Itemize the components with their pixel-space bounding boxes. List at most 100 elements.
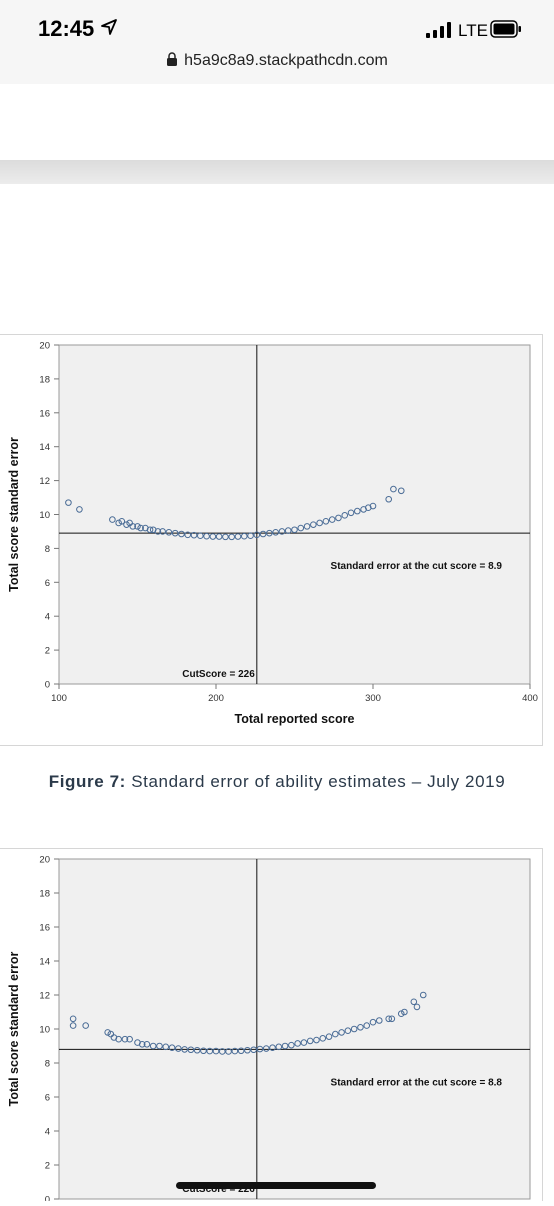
data-point bbox=[178, 530, 185, 538]
y-tick-label: 10 bbox=[39, 1025, 50, 1036]
cut-score-label: CutScore = 226 bbox=[182, 1184, 255, 1195]
data-point bbox=[397, 487, 405, 495]
data-point bbox=[335, 514, 342, 522]
y-tick-label: 18 bbox=[39, 889, 50, 900]
y-tick-label: 2 bbox=[45, 646, 50, 657]
data-point bbox=[294, 1040, 301, 1047]
data-point bbox=[134, 523, 141, 530]
data-point bbox=[369, 1018, 377, 1026]
y-tick-label: 0 bbox=[45, 1195, 50, 1202]
data-point bbox=[344, 1027, 352, 1034]
data-point bbox=[328, 516, 336, 523]
data-point bbox=[390, 485, 397, 493]
data-point bbox=[162, 1043, 170, 1051]
data-point bbox=[197, 532, 204, 539]
data-point bbox=[129, 523, 137, 530]
data-point bbox=[146, 526, 154, 534]
data-point bbox=[171, 529, 179, 537]
data-point bbox=[350, 1025, 358, 1033]
data-point bbox=[284, 527, 292, 534]
data-point bbox=[278, 528, 286, 535]
x-tick-label: 400 bbox=[522, 693, 538, 704]
x-tick-label: 300 bbox=[365, 693, 381, 704]
data-point bbox=[212, 1047, 220, 1055]
data-point bbox=[69, 1015, 77, 1023]
address-bar[interactable]: h5a9c8a9.stackpathcdn.com bbox=[0, 52, 554, 76]
data-point bbox=[262, 1045, 270, 1052]
data-point bbox=[237, 1047, 245, 1055]
battery-icon bbox=[490, 20, 521, 38]
data-point bbox=[156, 1042, 163, 1050]
data-point bbox=[275, 1043, 283, 1051]
data-point bbox=[240, 532, 248, 540]
url-text: h5a9c8a9.stackpathcdn.com bbox=[184, 52, 388, 69]
y-tick-label: 14 bbox=[39, 957, 50, 968]
data-point bbox=[322, 517, 330, 525]
data-point bbox=[225, 1048, 232, 1055]
data-point bbox=[109, 516, 116, 523]
data-point bbox=[300, 1039, 308, 1046]
y-tick-label: 8 bbox=[45, 1059, 50, 1070]
data-point bbox=[256, 1045, 264, 1053]
data-point bbox=[69, 1022, 77, 1029]
y-tick-label: 0 bbox=[45, 680, 50, 691]
y-tick-label: 2 bbox=[45, 1161, 50, 1172]
data-point bbox=[76, 506, 83, 513]
data-point bbox=[175, 1045, 182, 1052]
data-point bbox=[200, 1047, 207, 1055]
data-point bbox=[369, 502, 377, 510]
data-point bbox=[121, 1035, 129, 1043]
data-point bbox=[259, 530, 267, 538]
data-point bbox=[187, 1046, 195, 1054]
data-point bbox=[341, 512, 349, 519]
figure-title: Standard error of ability estimates – Ju… bbox=[131, 772, 506, 791]
data-point bbox=[184, 531, 192, 539]
data-point bbox=[143, 1041, 151, 1048]
data-point bbox=[401, 1008, 408, 1016]
carrier-label: LTE bbox=[458, 21, 488, 40]
plot-area bbox=[58, 858, 531, 1200]
data-point bbox=[325, 1033, 333, 1040]
se-annotation: Standard error at the cut score = 8.9 bbox=[331, 561, 503, 572]
scatter-chart-1: 0 2 4 6 8 10 12 14 16 18 20 100 200 300 400 Total repor… bbox=[7, 341, 538, 727]
data-point bbox=[303, 523, 311, 530]
figure-label: Figure 7: bbox=[48, 772, 126, 791]
y-tick-label: 6 bbox=[45, 578, 50, 589]
scatter-chart-2: 0 2 4 6 8 10 12 14 16 18 20 Total score standard er… bbox=[7, 855, 531, 1206]
data-point bbox=[149, 1042, 157, 1050]
data-point bbox=[288, 1041, 295, 1049]
x-axis-label: Total reported score bbox=[235, 712, 355, 726]
data-point bbox=[319, 1035, 327, 1042]
data-point bbox=[306, 1037, 314, 1045]
data-point bbox=[115, 1035, 122, 1043]
data-point bbox=[354, 507, 361, 515]
x-tick-label: 100 bbox=[51, 693, 67, 704]
data-point bbox=[388, 1015, 396, 1023]
data-point bbox=[126, 1035, 133, 1043]
data-point bbox=[104, 1029, 111, 1036]
y-tick-label: 20 bbox=[39, 855, 50, 866]
home-indicator[interactable] bbox=[176, 1182, 376, 1189]
data-point bbox=[168, 1044, 176, 1051]
y-axis-label: Total score standard error bbox=[7, 952, 21, 1107]
data-point bbox=[209, 533, 217, 540]
data-point bbox=[115, 519, 122, 527]
data-point bbox=[385, 1015, 393, 1023]
chart-panel-2: 0 2 4 6 8 10 12 14 16 18 20 Total score standard er… bbox=[0, 848, 543, 1206]
y-tick-label: 16 bbox=[39, 408, 50, 419]
data-point bbox=[231, 1047, 239, 1055]
figure-caption: Figure 7: Standard error of ability esti… bbox=[0, 772, 554, 792]
data-point bbox=[253, 531, 261, 539]
data-point bbox=[228, 533, 235, 541]
data-point bbox=[332, 1030, 339, 1038]
y-tick-label: 6 bbox=[45, 1093, 50, 1104]
se-annotation: Standard error at the cut score = 8.8 bbox=[331, 1077, 503, 1088]
data-point bbox=[218, 1048, 226, 1055]
data-point bbox=[123, 521, 130, 528]
data-point bbox=[397, 1010, 405, 1017]
signal-icon bbox=[426, 22, 451, 38]
y-tick-label: 10 bbox=[39, 510, 50, 521]
y-tick-label: 4 bbox=[45, 612, 50, 623]
data-point bbox=[247, 532, 254, 539]
data-point bbox=[347, 509, 355, 517]
